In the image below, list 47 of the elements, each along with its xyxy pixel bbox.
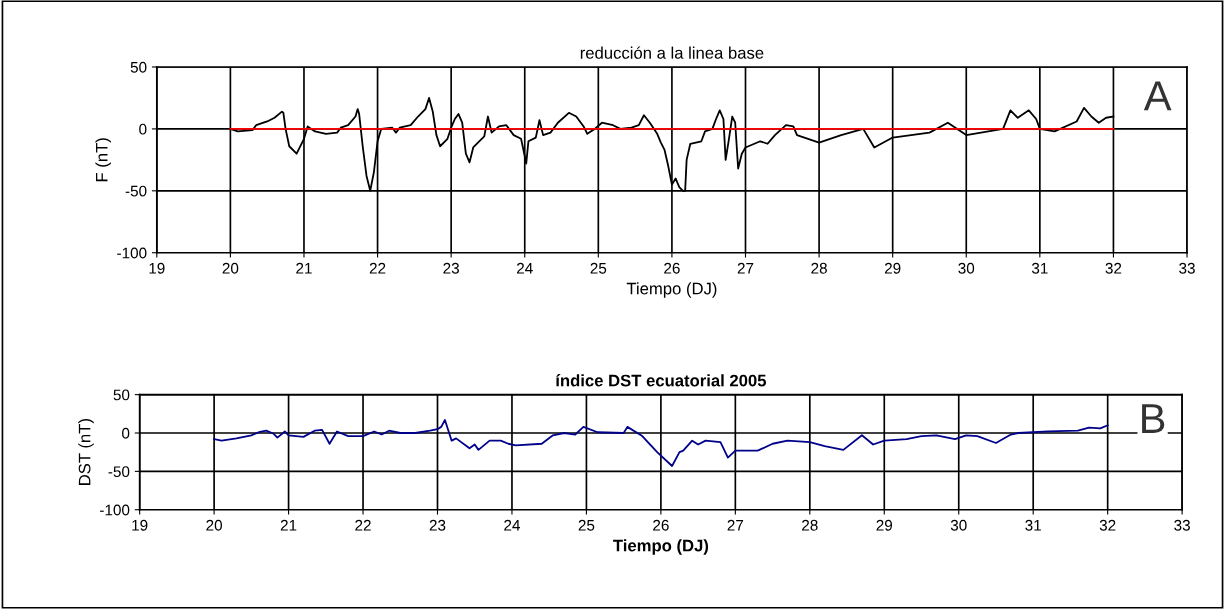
chart-title: reducción a la linea base xyxy=(580,46,764,59)
x-tick-label: 26 xyxy=(664,262,680,274)
y-tick-label: -100 xyxy=(117,247,147,259)
x-tick-label: 23 xyxy=(429,519,446,531)
x-tick-label: 19 xyxy=(149,262,165,274)
y-axis-title: F (nT) xyxy=(95,138,111,182)
x-tick-label: 31 xyxy=(1031,262,1048,274)
x-tick-label: 31 xyxy=(1025,519,1041,531)
y-tick-label: 50 xyxy=(113,389,130,401)
x-tick-label: 25 xyxy=(590,262,607,274)
x-tick-label: 28 xyxy=(811,262,827,274)
x-tick-label: 30 xyxy=(950,519,967,531)
x-tick-label: 21 xyxy=(280,519,297,531)
x-tick-label: 21 xyxy=(296,262,312,274)
x-tick-label: 22 xyxy=(369,262,386,274)
y-tick-label: -50 xyxy=(125,185,147,197)
x-tick-label: 32 xyxy=(1099,519,1116,531)
x-tick-label: 20 xyxy=(206,519,223,531)
x-tick-label: 27 xyxy=(737,262,754,274)
x-tick-label: 24 xyxy=(504,519,521,531)
x-tick-label: 33 xyxy=(1179,262,1195,274)
x-tick-label: 32 xyxy=(1105,262,1122,274)
annotation: B xyxy=(1142,404,1165,433)
x-axis-title: Tiempo (DJ) xyxy=(626,282,717,298)
y-tick-label: 0 xyxy=(139,123,147,135)
x-axis-title: Tiempo (DJ) xyxy=(613,539,709,555)
line-series xyxy=(213,419,1109,467)
x-tick-label: 29 xyxy=(876,519,893,531)
x-tick-label: 20 xyxy=(222,262,239,274)
x-tick-label: 29 xyxy=(884,262,901,274)
x-tick-label: 19 xyxy=(132,519,148,531)
x-tick-label: 30 xyxy=(958,262,975,274)
x-tick-label: 25 xyxy=(578,519,595,531)
y-tick-label: 50 xyxy=(130,61,147,73)
x-tick-label: 24 xyxy=(517,262,533,274)
x-tick-label: 33 xyxy=(1174,519,1190,531)
y-tick-label: 0 xyxy=(122,427,130,439)
y-tick-label: -50 xyxy=(108,466,130,478)
chart-title: índice DST ecuatorial 2005 xyxy=(556,374,767,387)
x-tick-label: 23 xyxy=(443,262,459,274)
x-tick-label: 22 xyxy=(355,519,371,531)
y-axis-title: DST (nT) xyxy=(78,419,94,485)
x-tick-label: 26 xyxy=(653,519,669,531)
y-tick-label: -100 xyxy=(100,504,130,516)
x-tick-label: 27 xyxy=(727,519,744,531)
annotation: A xyxy=(1143,81,1172,111)
x-tick-label: 28 xyxy=(802,519,818,531)
